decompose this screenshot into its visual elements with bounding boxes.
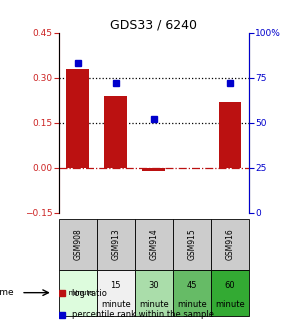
Text: 60: 60 bbox=[225, 281, 235, 290]
Bar bbox=[97, 270, 135, 316]
Bar bbox=[211, 219, 249, 270]
Bar bbox=[59, 219, 97, 270]
Bar bbox=[173, 270, 211, 316]
Text: 45: 45 bbox=[187, 281, 197, 290]
Bar bbox=[66, 69, 89, 167]
Text: GSM915: GSM915 bbox=[188, 229, 196, 260]
Bar bbox=[104, 95, 127, 167]
Bar bbox=[142, 167, 165, 171]
Text: GSM908: GSM908 bbox=[73, 229, 82, 260]
Text: 5 minute: 5 minute bbox=[62, 290, 93, 296]
Bar bbox=[135, 270, 173, 316]
Text: GSM916: GSM916 bbox=[226, 229, 234, 260]
Text: minute: minute bbox=[139, 300, 169, 309]
Bar bbox=[97, 219, 135, 270]
Title: GDS33 / 6240: GDS33 / 6240 bbox=[110, 19, 197, 31]
Text: 15: 15 bbox=[110, 281, 121, 290]
Text: time: time bbox=[0, 288, 15, 297]
Text: GSM913: GSM913 bbox=[111, 229, 120, 260]
Bar bbox=[173, 219, 211, 270]
Text: log ratio: log ratio bbox=[72, 289, 107, 298]
Text: minute: minute bbox=[177, 300, 207, 309]
Text: percentile rank within the sample: percentile rank within the sample bbox=[72, 310, 214, 319]
Text: minute: minute bbox=[215, 300, 245, 309]
Text: GSM914: GSM914 bbox=[149, 229, 158, 260]
Bar bbox=[59, 270, 97, 316]
Text: 30: 30 bbox=[149, 281, 159, 290]
Bar bbox=[219, 102, 241, 167]
Bar bbox=[135, 219, 173, 270]
Bar bbox=[211, 270, 249, 316]
Text: minute: minute bbox=[101, 300, 131, 309]
